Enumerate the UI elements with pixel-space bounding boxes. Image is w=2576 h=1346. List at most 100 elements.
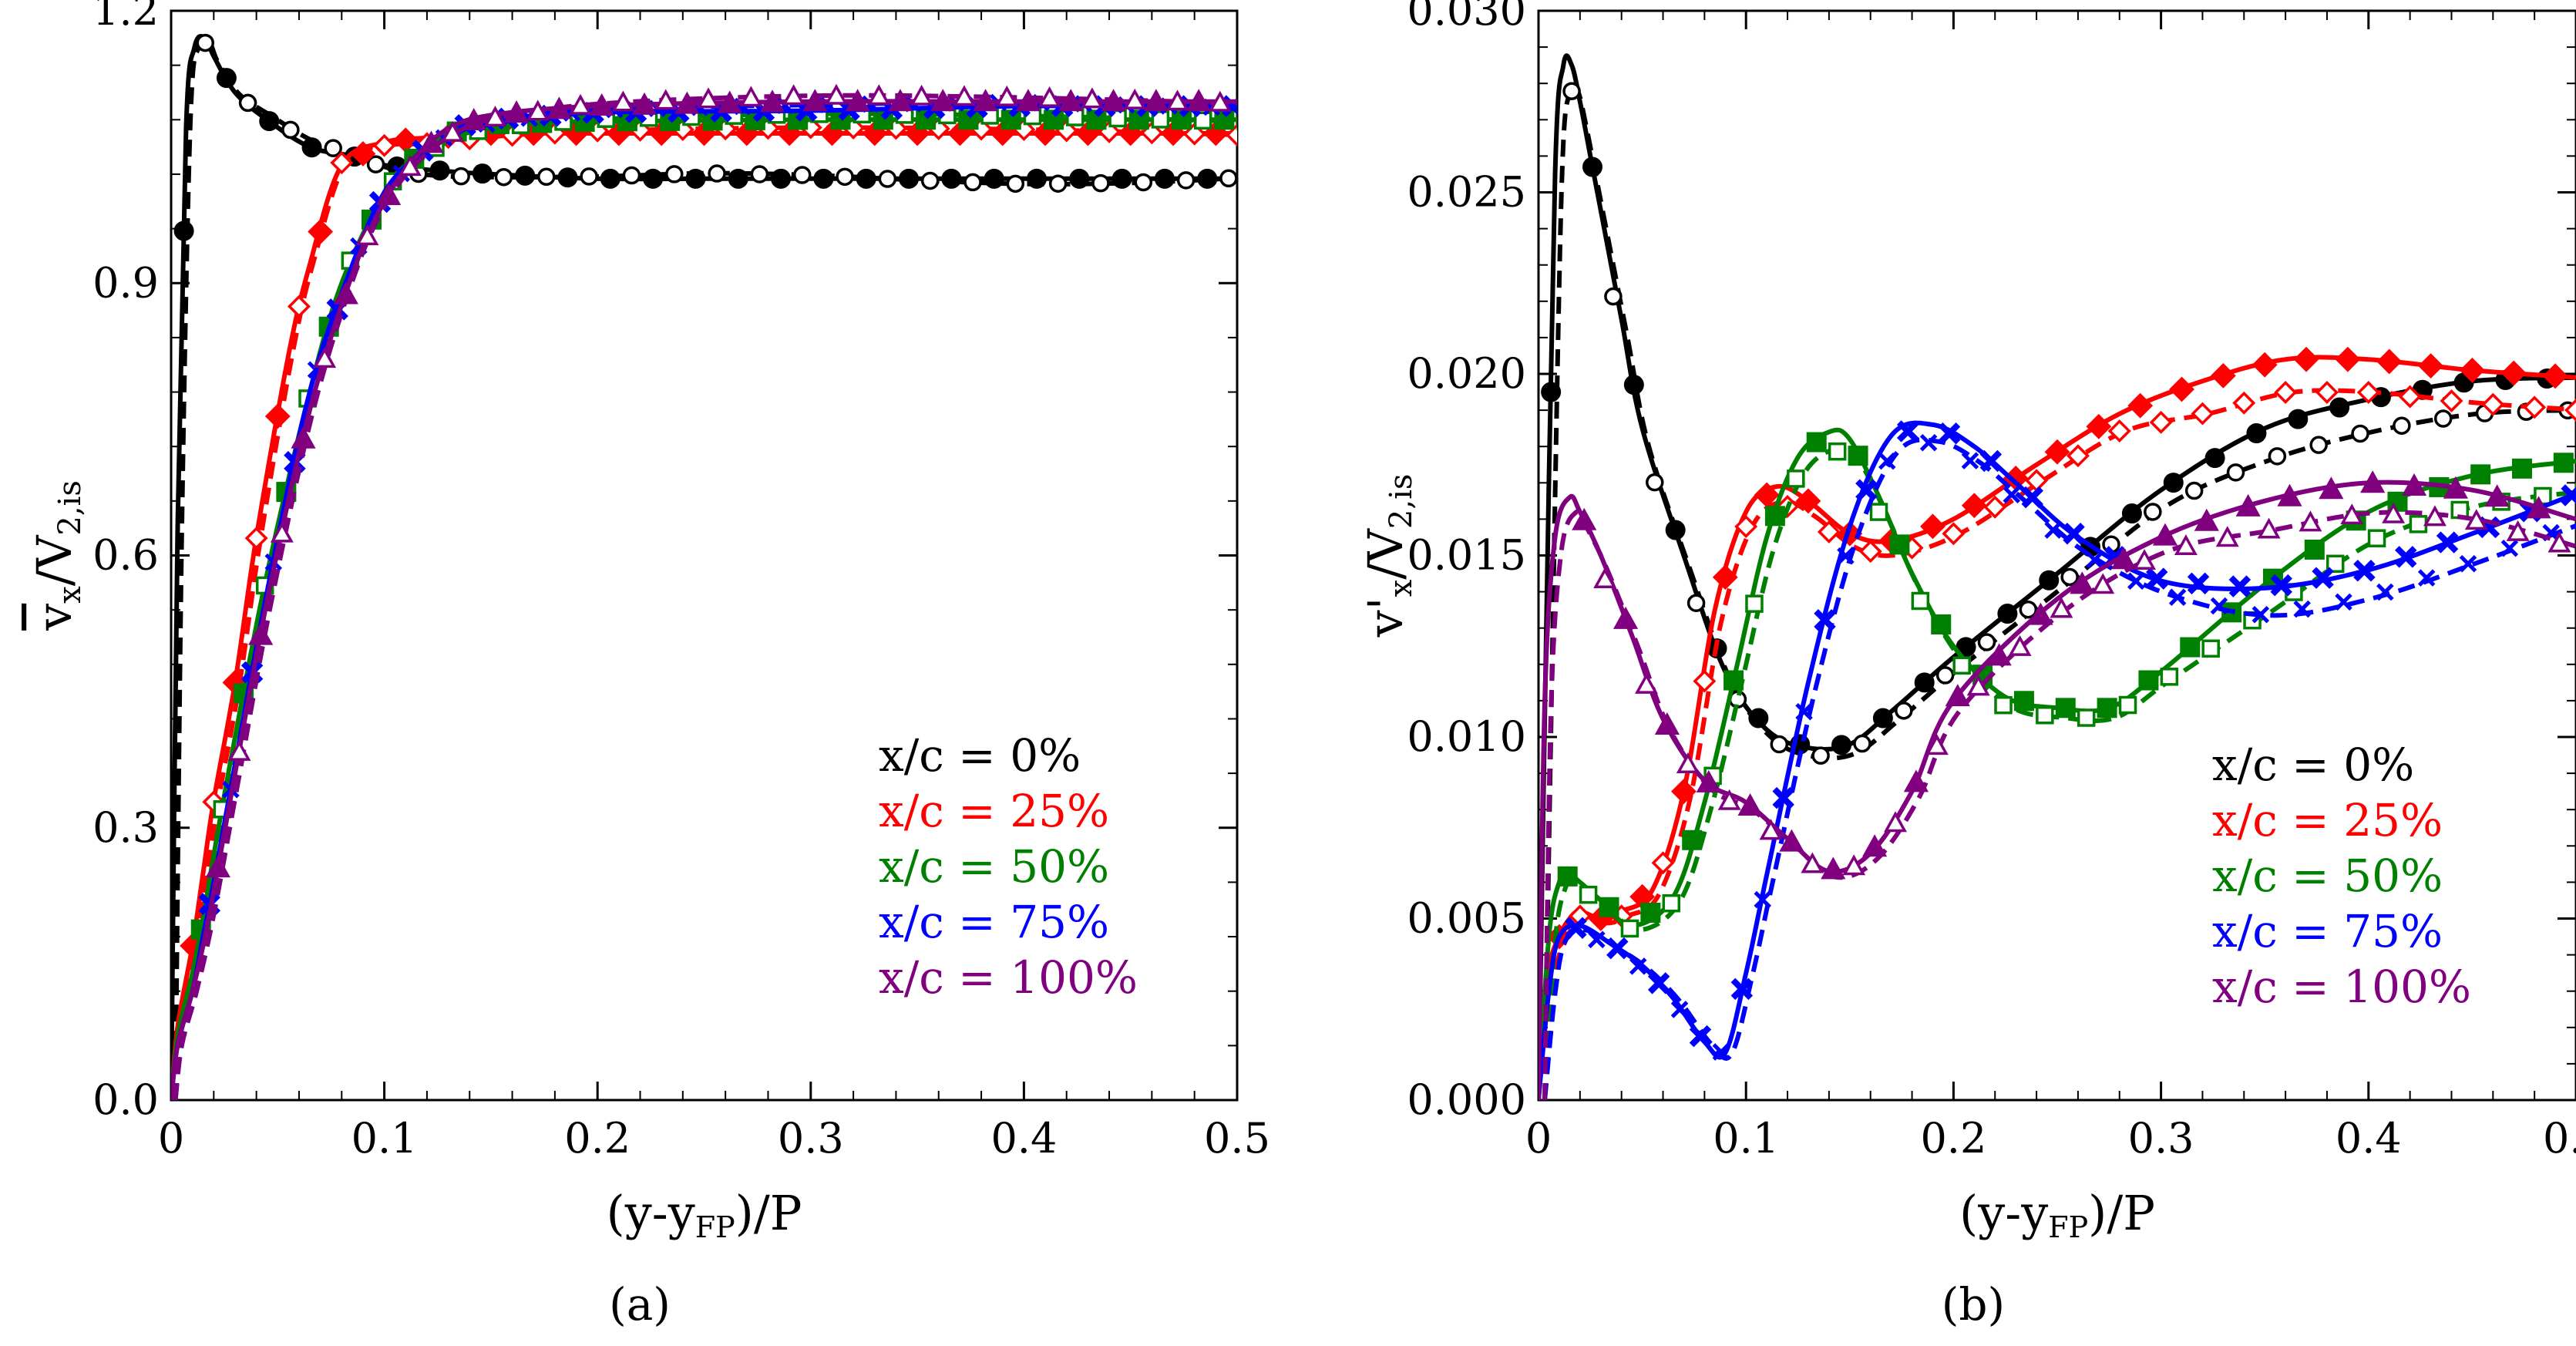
legend-entry: x/c = 25% [879, 785, 1109, 837]
y-tick-label: 0.005 [1407, 894, 1526, 943]
data-point-open [2251, 605, 2270, 624]
data-point-filled [1026, 168, 1047, 189]
data-point-open [281, 120, 300, 140]
data-point-filled [1779, 829, 1804, 852]
data-point-open [2149, 410, 2173, 434]
data-point-open [287, 294, 311, 318]
data-point-open [825, 83, 848, 105]
data-point-filled [1111, 168, 1132, 189]
data-point-filled [2121, 503, 2142, 524]
data-point-filled [685, 168, 706, 189]
data-point-open [2464, 509, 2488, 530]
data-point-open [2274, 381, 2298, 404]
data-point-filled [1582, 156, 1602, 177]
data-point-filled [771, 168, 792, 189]
data-point-open [1983, 495, 2007, 519]
x-axis-label-main: (y-y [1959, 1185, 2048, 1241]
data-point-filled [631, 92, 657, 115]
data-point-open [920, 171, 940, 190]
legend-entry: x/c = 50% [2212, 850, 2443, 902]
data-point-open [952, 85, 976, 106]
y-tick-label: 0.000 [1407, 1075, 1526, 1124]
data-point-open [1080, 87, 1104, 109]
data-point-filled [1814, 609, 1836, 631]
data-point-filled [2187, 572, 2210, 595]
data-point-filled [546, 96, 572, 119]
data-point-filled [2500, 360, 2527, 386]
legend-entry: x/c = 100% [2212, 961, 2471, 1013]
y-axis-label: vx/V2,is [26, 480, 88, 631]
data-point-filled [1712, 564, 1738, 591]
data-point-filled [2180, 637, 2201, 658]
data-point-open [244, 527, 268, 550]
data-point-filled [2152, 523, 2178, 546]
data-point-filled [2127, 392, 2154, 419]
data-point-open [2268, 447, 2287, 466]
data-point-filled [248, 622, 274, 645]
x-axis-label-sub: FP [2048, 1210, 2088, 1244]
data-point-filled [1565, 917, 1587, 939]
data-point-open [1837, 547, 1855, 565]
data-point-filled [2304, 539, 2325, 560]
data-point-filled [1654, 712, 1680, 735]
data-point-open [1942, 522, 1966, 546]
data-point-open [1635, 672, 1658, 694]
data-point-open [398, 155, 422, 177]
x-axis-label-sub: FP [695, 1210, 735, 1244]
x-tick-label: 0.2 [1920, 1114, 1986, 1163]
data-point-filled [259, 111, 280, 132]
data-point-filled [759, 89, 785, 113]
data-point-filled [2169, 376, 2194, 402]
data-point-filled [1914, 672, 1935, 693]
data-point-filled [1945, 684, 1970, 707]
data-point-filled [1599, 897, 1619, 917]
data-point-open [2226, 463, 2245, 482]
data-point-open [2417, 569, 2436, 587]
data-point-open [2077, 708, 2096, 727]
data-point-open [995, 85, 1019, 106]
data-point-open [1646, 473, 1664, 492]
data-point-open [1226, 123, 1237, 147]
data-point-filled [2288, 409, 2309, 429]
data-point-open [963, 173, 982, 192]
data-point-filled [941, 168, 962, 189]
data-point-filled [2395, 546, 2417, 568]
data-point-filled [1979, 449, 2003, 473]
data-point-open [792, 166, 812, 184]
data-point-open [330, 151, 354, 175]
data-point-filled [2470, 464, 2491, 485]
data-point-filled [2097, 698, 2117, 718]
data-point-filled [643, 168, 664, 189]
x-tick-label: 0.3 [2128, 1114, 2194, 1163]
data-point-filled [2111, 547, 2137, 570]
data-point-open [1842, 854, 1866, 876]
data-point-filled [2204, 448, 2225, 469]
y-tick-label: 0.0 [92, 1075, 159, 1124]
data-point-open [526, 99, 550, 121]
x-tick-label: 0 [158, 1114, 184, 1163]
x-tick-label: 0.4 [990, 1114, 1057, 1163]
x-tick-label: 0.4 [2336, 1114, 2402, 1163]
data-point-open [1961, 452, 1979, 469]
data-point-open [1935, 666, 1955, 685]
data-point-open [1869, 503, 1888, 521]
data-point-filled [2044, 439, 2070, 465]
data-point-open [355, 224, 379, 246]
y-axis-label-sub: x [52, 586, 88, 604]
data-point-open [324, 139, 342, 157]
data-point-filled [515, 165, 536, 186]
data-point-filled [1938, 422, 1961, 445]
y-axis-label: v'x/V2,is [1357, 474, 1419, 638]
x-tick-label: 0.3 [778, 1114, 844, 1163]
data-point-filled [2526, 496, 2551, 519]
legend-entry: x/c = 25% [2212, 794, 2443, 846]
data-point-open [1878, 452, 1896, 470]
data-point-filled [1058, 89, 1084, 112]
data-point-open [1588, 930, 1606, 949]
data-point-open [196, 33, 215, 52]
data-point-open [2086, 550, 2104, 569]
y-axis-label-tail: /V [1357, 528, 1414, 580]
data-point-filled [1848, 446, 1868, 466]
data-point-open [2232, 391, 2256, 415]
y-tick-label: 0.6 [92, 531, 159, 580]
